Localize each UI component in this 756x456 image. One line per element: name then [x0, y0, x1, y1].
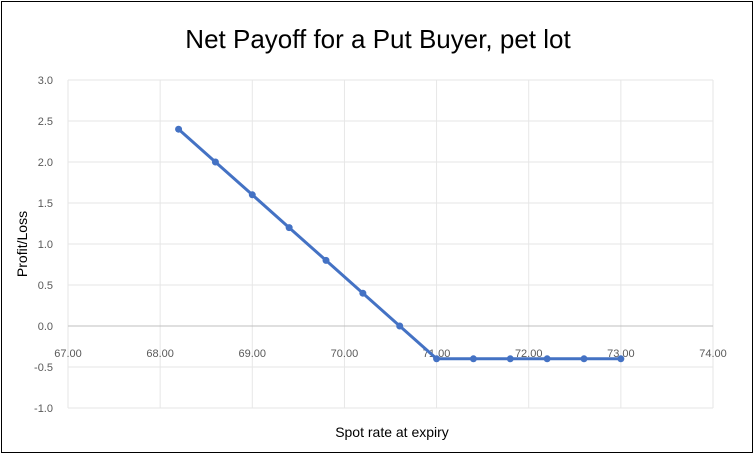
data-point	[359, 289, 367, 297]
data-point	[285, 224, 293, 232]
data-point	[433, 355, 441, 363]
x-axis-title: Spot rate at expiry	[335, 424, 449, 440]
data-point	[580, 355, 588, 363]
y-tick-label: 0.0	[38, 321, 53, 333]
data-point	[211, 158, 219, 166]
data-point	[469, 355, 477, 363]
x-tick-label: 70.00	[331, 348, 359, 360]
y-tick-label: 2.5	[38, 116, 53, 128]
data-point	[543, 355, 551, 363]
y-tick-label: 1.0	[38, 239, 53, 251]
x-tick-labels: 67.00 68.00 69.00 70.00 71.00 72.00 73.00 74.00	[54, 348, 727, 360]
y-tick-labels: -1.0 -0.5 0.0 0.5 1.0 1.5 2.0 2.5 3.0	[34, 75, 53, 415]
data-point	[322, 256, 330, 264]
data-point	[175, 125, 183, 133]
y-axis-title: Profit/Loss	[14, 211, 30, 277]
x-tick-label: 68.00	[146, 348, 174, 360]
x-tick-label: 73.00	[607, 348, 635, 360]
chart-title: Net Payoff for a Put Buyer, pet lot	[185, 24, 571, 54]
grid-lines	[67, 79, 714, 409]
y-tick-label: 3.0	[38, 75, 53, 87]
y-tick-label: -1.0	[34, 403, 53, 415]
series-markers	[175, 125, 625, 363]
data-point	[617, 355, 625, 363]
y-tick-label: 0.5	[38, 280, 53, 292]
y-tick-label: -0.5	[34, 362, 53, 374]
y-tick-label: 1.5	[38, 198, 53, 210]
x-tick-label: 72.00	[515, 348, 543, 360]
data-point	[506, 355, 514, 363]
x-tick-label: 69.00	[239, 348, 267, 360]
data-point	[248, 191, 256, 199]
x-tick-label: 74.00	[699, 348, 727, 360]
y-tick-label: 2.0	[38, 157, 53, 169]
x-tick-label: 67.00	[54, 348, 82, 360]
data-point	[396, 322, 404, 330]
